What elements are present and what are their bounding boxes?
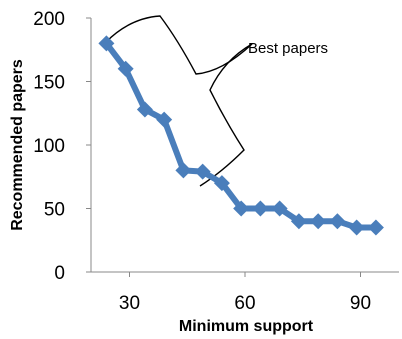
- data-point-marker: [136, 101, 153, 118]
- data-point-marker: [310, 213, 327, 230]
- y-tick-label: 200: [33, 9, 65, 30]
- annotation-brace: [105, 15, 253, 75]
- y-tick-label: 0: [54, 263, 65, 284]
- y-tick-label: 150: [33, 73, 65, 94]
- y-tick-label: 100: [33, 136, 65, 157]
- data-point-marker: [252, 200, 269, 217]
- annotation-label: Best papers: [248, 40, 328, 57]
- x-axis-title: Minimum support: [179, 318, 314, 335]
- y-tick-label: 50: [44, 200, 65, 221]
- data-point-marker: [213, 175, 230, 192]
- data-point-marker: [271, 200, 288, 217]
- data-point-marker: [194, 163, 211, 180]
- data-point-marker: [156, 111, 173, 128]
- y-axis-title: Recommended papers: [9, 59, 26, 231]
- annotation-brace-lower: [199, 43, 253, 187]
- data-point-marker: [329, 213, 346, 230]
- data-point-marker: [98, 35, 115, 52]
- data-point-marker: [233, 200, 250, 217]
- x-tick-label: 30: [119, 293, 140, 314]
- series-line: [104, 41, 376, 231]
- series-layer: [98, 35, 384, 236]
- data-point-marker: [117, 60, 134, 77]
- data-point-marker: [367, 219, 384, 236]
- data-point-marker: [290, 213, 307, 230]
- x-axis-ticks: 30 60 90: [119, 272, 371, 314]
- x-tick-label: 90: [350, 293, 371, 314]
- data-point-marker: [175, 162, 192, 179]
- y-axis-ticks: 0 50 100 150 200: [33, 9, 91, 284]
- data-point-marker: [348, 219, 365, 236]
- x-tick-label: 60: [234, 293, 255, 314]
